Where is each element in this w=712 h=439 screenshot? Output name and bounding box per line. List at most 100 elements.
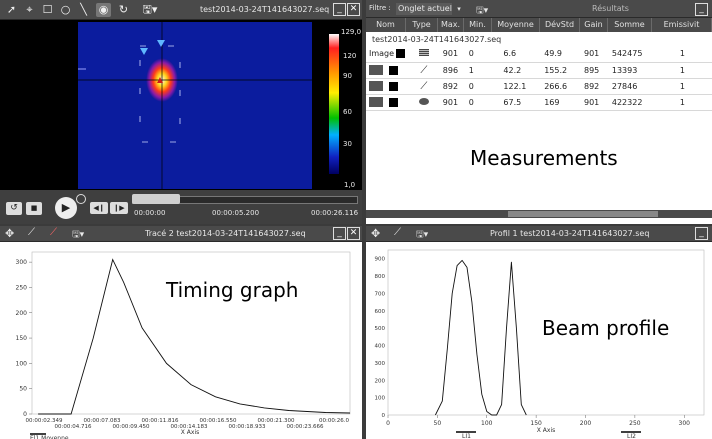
line-type-icon: ⟋ (420, 64, 428, 76)
profile-chart[interactable]: 900 800 700 600 500 400 300 200 100 00 50 100 150 200… (366, 242, 712, 439)
column-header[interactable]: Max. (438, 18, 464, 32)
timeline-handle[interactable] (132, 194, 180, 204)
scrollbar-thumb[interactable] (508, 211, 658, 217)
x-tick-label: 100 (481, 420, 493, 427)
results-table: Image 901 0 6.6 49.9 901 542475 1 ⟋ 896 … (366, 46, 712, 111)
y-tick-label: 200 (16, 310, 28, 317)
filter-value: Onglet actuel (398, 4, 452, 13)
scale-min-label: 1,0 (344, 181, 356, 189)
plot-area (31, 251, 351, 415)
view-tool-icon[interactable]: ◉ (96, 3, 111, 17)
results-toolbar: Filtre : Onglet actuel ▾ 🖫▾ Résultats _ (366, 0, 712, 18)
y-tick-label: 400 (375, 344, 386, 350)
line-type-icon: ⟋ (420, 80, 428, 92)
y-tick-label: 100 (375, 396, 386, 402)
cell-devstd: 169 (541, 94, 581, 111)
table-row[interactable]: 901 0 67.5 169 901 422322 1 (366, 94, 712, 111)
cell-somme: 422322 (608, 94, 653, 111)
color-swatch-icon (396, 49, 406, 59)
filter-dropdown-icon[interactable]: ▾ (457, 5, 461, 13)
time-end: 00:00:26.116 (311, 209, 359, 217)
cell-somme: 27846 (608, 78, 653, 95)
loop-button[interactable]: ↺ (6, 202, 22, 215)
scale-tick: 90 (343, 72, 352, 80)
cell-max: 901 (439, 94, 466, 111)
results-scrollbar[interactable] (366, 210, 712, 218)
x-axis-label: X Axis (537, 427, 555, 434)
cell-gain: 901 (581, 46, 609, 63)
y-tick-label: 600 (375, 309, 386, 315)
cell-moyenne: 67.5 (493, 94, 542, 111)
trace-close-button[interactable]: ✕ (347, 227, 360, 240)
y-tick-label: 500 (375, 326, 386, 332)
thermal-image[interactable] (78, 22, 312, 189)
cell-max: 892 (439, 78, 466, 95)
results-table-wrap: Image 901 0 6.6 49.9 901 542475 1 ⟋ 896 … (366, 46, 712, 111)
y-tick-label: 150 (16, 335, 28, 342)
column-header[interactable]: Type (406, 18, 438, 32)
results-minimize-button[interactable]: _ (695, 3, 708, 16)
trace-clear-icon[interactable]: ⟋ (50, 227, 57, 238)
column-header[interactable]: Gain (580, 18, 608, 32)
cell-gain: 895 (581, 62, 609, 79)
y-tick-label: 0 (382, 413, 386, 419)
element-thumb-icon (369, 81, 383, 91)
x-tick-label: 00:00:16.550 (200, 418, 237, 424)
rectangle-tool-icon[interactable]: ☐ (42, 3, 53, 16)
column-header[interactable]: Emissivit (652, 18, 712, 32)
profile-line-icon[interactable]: ⟋ (394, 227, 401, 238)
player-panel: ➚ ⌖ ☐ ○ ╲ ◉ ↻ 🖫▾ test2014-03-24T14164302… (0, 0, 362, 224)
color-swatch-icon (389, 81, 398, 91)
cell-moyenne: 6.6 (493, 46, 542, 63)
crosshair-tool-icon[interactable]: ⌖ (26, 3, 33, 16)
y-tick-label: 250 (16, 284, 28, 291)
trace-save-icon[interactable]: 🖫▾ (72, 230, 85, 240)
move-icon[interactable]: ✥ (371, 227, 381, 240)
table-row[interactable]: ⟋ 892 0 122.1 266.6 892 27846 1 (366, 78, 712, 95)
cell-emis: 1 (652, 62, 712, 79)
legend-label: LI2 (627, 433, 636, 439)
stop-button[interactable]: ■ (26, 202, 42, 215)
column-header[interactable]: Moyenne (492, 18, 540, 32)
save-menu-icon[interactable]: 🖫▾ (142, 3, 158, 16)
trace-toolbar: ✥ ⟋ ⟋ 🖫▾ Tracé 2 test2014-03-24T14164302… (0, 226, 362, 242)
play-button[interactable]: ▶ (55, 197, 77, 219)
legend-label: El1.Moyenne (30, 435, 69, 439)
results-panel: Filtre : Onglet actuel ▾ 🖫▾ Résultats _ … (366, 0, 712, 224)
step-forward-button[interactable]: ❙▶ (110, 202, 128, 214)
rotate-tool-icon[interactable]: ↻ (118, 3, 129, 16)
move-icon[interactable]: ✥ (5, 227, 15, 240)
column-header[interactable]: Nom (366, 18, 406, 32)
trace-line-icon[interactable]: ⟋ (28, 227, 35, 238)
y-tick-label: 200 (375, 378, 386, 384)
table-row[interactable]: ⟋ 896 1 42.2 155.2 895 13393 1 (366, 62, 712, 79)
plot-area (387, 249, 705, 416)
cell-emis: 1 (652, 78, 712, 95)
column-header[interactable]: Somme (608, 18, 652, 32)
x-tick-label: 00:00:04.716 (55, 424, 92, 430)
pointer-tool-icon[interactable]: ➚ (6, 3, 17, 16)
step-back-button[interactable]: ◀❙ (90, 202, 108, 214)
ellipse-tool-icon[interactable]: ○ (60, 3, 71, 16)
save-results-icon[interactable]: 🖫▾ (476, 6, 489, 16)
y-tick-label: 0 (23, 411, 27, 418)
profile-minimize-button[interactable]: _ (695, 227, 708, 240)
column-header[interactable]: Min. (464, 18, 492, 32)
column-header[interactable]: DévStd (540, 18, 580, 32)
close-button[interactable]: ✕ (347, 3, 360, 16)
profile-save-icon[interactable]: 🖫▾ (416, 230, 429, 240)
minimize-button[interactable]: _ (333, 3, 346, 16)
profile-panel: ✥ ⟋ 🖫▾ Profil 1 test2014-03-24T141643027… (366, 226, 712, 439)
trace-chart[interactable]: 300 250 200 150 100 50 000:00:02.349 00:00:07.0… (0, 242, 362, 439)
filter-select[interactable]: Onglet actuel (396, 3, 452, 15)
cell-somme: 13393 (608, 62, 653, 79)
trace-minimize-button[interactable]: _ (333, 227, 346, 240)
x-axis-label: X Axis (181, 429, 199, 436)
time-start: 00:00:00 (134, 209, 166, 217)
line-tool-icon[interactable]: ╲ (80, 3, 87, 16)
table-row[interactable]: Image 901 0 6.6 49.9 901 542475 1 (366, 46, 712, 63)
timing-graph-overlay-label: Timing graph (166, 278, 299, 302)
cell-max: 901 (439, 46, 466, 63)
y-tick-label: 900 (375, 257, 386, 263)
scale-tick: 60 (343, 108, 352, 116)
